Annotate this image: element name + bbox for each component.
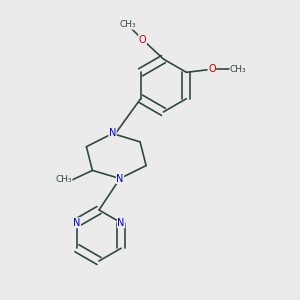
Text: O: O (139, 34, 146, 45)
Text: N: N (73, 218, 81, 228)
Text: CH₃: CH₃ (230, 65, 247, 74)
Text: N: N (109, 128, 116, 139)
Text: CH₃: CH₃ (119, 20, 136, 29)
Text: N: N (117, 218, 125, 228)
Text: CH₃: CH₃ (56, 176, 72, 184)
Text: O: O (208, 64, 216, 74)
Text: N: N (116, 173, 124, 184)
